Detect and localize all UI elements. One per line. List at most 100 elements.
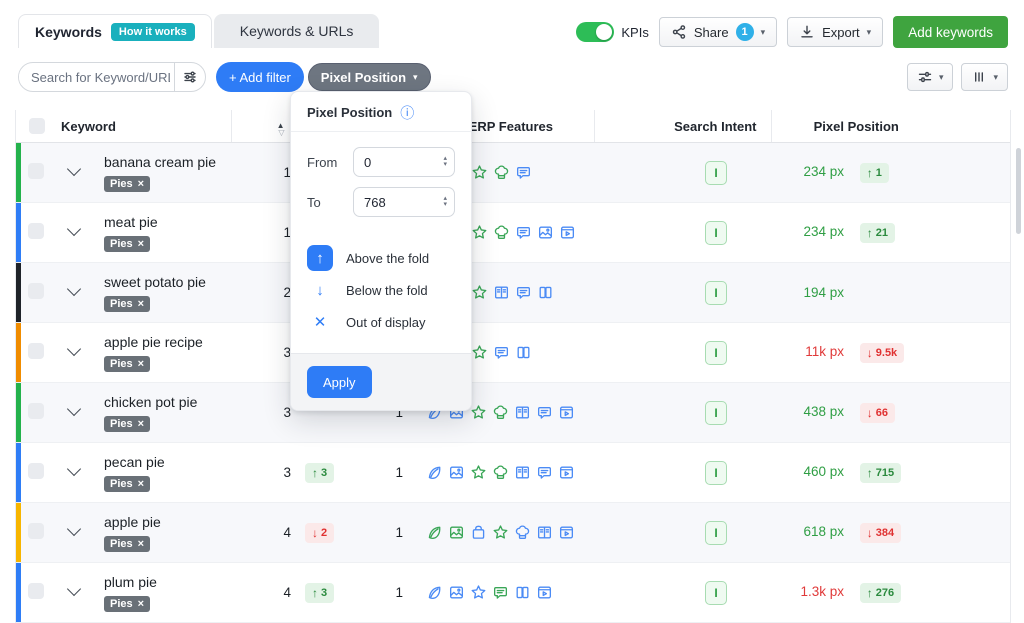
arrow-up-icon: ↑ [307, 245, 333, 271]
tag-label: Pies [110, 597, 133, 610]
how-it-works-badge[interactable]: How it works [110, 22, 195, 41]
tag-close-icon[interactable]: × [137, 477, 145, 490]
intent-badge[interactable]: I [705, 340, 727, 365]
tag-close-icon[interactable]: × [137, 237, 145, 250]
share-button[interactable]: Share 1 ▾ [658, 17, 778, 47]
pixel-position-value: 618 px [803, 524, 844, 540]
keyword-tag[interactable]: Pies × [104, 355, 151, 372]
row-checkbox[interactable] [28, 343, 44, 359]
row-checkbox[interactable] [28, 403, 44, 419]
spinner-down-icon[interactable]: ▾ [443, 161, 447, 168]
intent-badge[interactable]: I [705, 160, 727, 185]
tag-close-icon[interactable]: × [137, 177, 145, 190]
sort-icon[interactable]: ▲ ▽ [276, 121, 285, 137]
tag-close-icon[interactable]: × [137, 297, 145, 310]
number-spinner[interactable]: ▴ ▾ [443, 195, 447, 208]
table-settings-button[interactable]: ▾ [906, 63, 954, 91]
intent-badge[interactable]: I [705, 280, 727, 305]
row-checkbox[interactable] [28, 163, 44, 179]
expand-chevron-icon[interactable] [66, 281, 82, 297]
legend-label: Below the fold [346, 282, 428, 298]
keyword-tag[interactable]: Pies × [104, 175, 151, 192]
filter-list-icon[interactable] [175, 69, 205, 85]
keyword-text[interactable]: banana cream pie [104, 153, 217, 170]
search-input[interactable] [19, 69, 174, 85]
spinner-up-icon[interactable]: ▴ [443, 155, 447, 162]
scrollbar-thumb[interactable] [1016, 148, 1021, 234]
expand-chevron-icon[interactable] [66, 221, 82, 237]
expand-chevron-icon[interactable] [66, 161, 82, 177]
tag-close-icon[interactable]: × [137, 417, 145, 430]
tag-close-icon[interactable]: × [137, 357, 145, 370]
intent-badge[interactable]: I [705, 220, 727, 245]
expand-chevron-icon[interactable] [66, 521, 82, 537]
export-button[interactable]: Export ▾ [787, 17, 884, 47]
pixel-change-badge: ↓ 9.5k [859, 342, 905, 363]
columns-button[interactable]: ▾ [961, 63, 1008, 91]
keyword-tag[interactable]: Pies × [104, 235, 151, 252]
keyword-tag[interactable]: Pies × [104, 595, 151, 612]
add-filter-button[interactable]: + Add filter [216, 62, 304, 92]
spinner-up-icon[interactable]: ▴ [443, 195, 447, 202]
to-input[interactable] [353, 187, 455, 217]
header-pixel-position: Pixel Position [771, 110, 1010, 143]
number-spinner[interactable]: ▴ ▾ [443, 155, 447, 168]
star-icon [471, 284, 488, 301]
from-input[interactable] [353, 147, 455, 177]
intent-badge[interactable]: I [705, 460, 727, 485]
select-all-checkbox[interactable] [29, 118, 45, 134]
row-checkbox[interactable] [28, 583, 44, 599]
tab-keywords[interactable]: Keywords How it works [18, 14, 212, 48]
tag-close-icon[interactable]: × [137, 597, 145, 610]
keyword-text[interactable]: sweet potato pie [104, 273, 206, 290]
spinner-down-icon[interactable]: ▾ [443, 201, 447, 208]
keyword-text[interactable]: apple pie recipe [104, 333, 203, 350]
info-icon[interactable]: ⓘ [400, 104, 415, 121]
keyword-text[interactable]: apple pie [104, 513, 161, 530]
serp-features [471, 224, 581, 239]
keyword-tag[interactable]: Pies × [104, 415, 151, 432]
keyword-tag[interactable]: Pies × [104, 295, 151, 312]
status-stripe [16, 263, 21, 322]
pixel-position-filter-button[interactable]: Pixel Position ▾ [307, 63, 431, 91]
star-icon [470, 464, 487, 481]
intent-badge[interactable]: I [705, 400, 727, 425]
keyword-text[interactable]: meat pie [104, 213, 158, 230]
position-change-badge: ↓ 2 [305, 522, 335, 543]
kpis-label: KPIs [621, 24, 649, 40]
position-value: 2 [283, 285, 291, 300]
tab-keywords-label: Keywords [35, 23, 102, 40]
arrow-icon: ↑ [866, 585, 873, 600]
keyword-tag[interactable]: Pies × [104, 535, 151, 552]
book-icon [514, 404, 531, 421]
intent-badge[interactable]: I [705, 520, 727, 545]
expand-chevron-icon[interactable] [66, 581, 82, 597]
keyword-text[interactable]: pecan pie [104, 453, 165, 470]
kpis-toggle[interactable] [576, 22, 615, 42]
row-checkbox[interactable] [28, 463, 44, 479]
intent-badge[interactable]: I [705, 580, 727, 605]
expand-chevron-icon[interactable] [66, 401, 82, 417]
row-checkbox[interactable] [28, 223, 44, 239]
pixel-position-value: 460 px [803, 464, 844, 480]
apply-button[interactable]: Apply [307, 366, 372, 398]
volume-value: 1 [395, 585, 403, 600]
pixel-position-value: 1.3k px [800, 584, 844, 600]
tag-close-icon[interactable]: × [137, 537, 145, 550]
table-controls: ▾ ▾ [906, 63, 1008, 91]
row-checkbox[interactable] [28, 523, 44, 539]
keyword-text[interactable]: plum pie [104, 573, 157, 590]
keyword-text[interactable]: chicken pot pie [104, 393, 198, 410]
tab-keywords-urls[interactable]: Keywords & URLs [213, 14, 380, 48]
arrow-icon: ↓ [866, 405, 873, 420]
chat-icon [515, 284, 532, 301]
chat-icon [536, 404, 553, 421]
keyword-tag[interactable]: Pies × [104, 475, 151, 492]
x-icon: ✕ [313, 314, 327, 331]
caret-down-icon: ▾ [413, 71, 418, 82]
keywords-table: Keyword ▲ ▽ SERP Features Search Intent … [15, 110, 1011, 623]
add-keywords-button[interactable]: Add keywords [893, 16, 1008, 48]
row-checkbox[interactable] [28, 283, 44, 299]
expand-chevron-icon[interactable] [66, 461, 82, 477]
expand-chevron-icon[interactable] [66, 341, 82, 357]
